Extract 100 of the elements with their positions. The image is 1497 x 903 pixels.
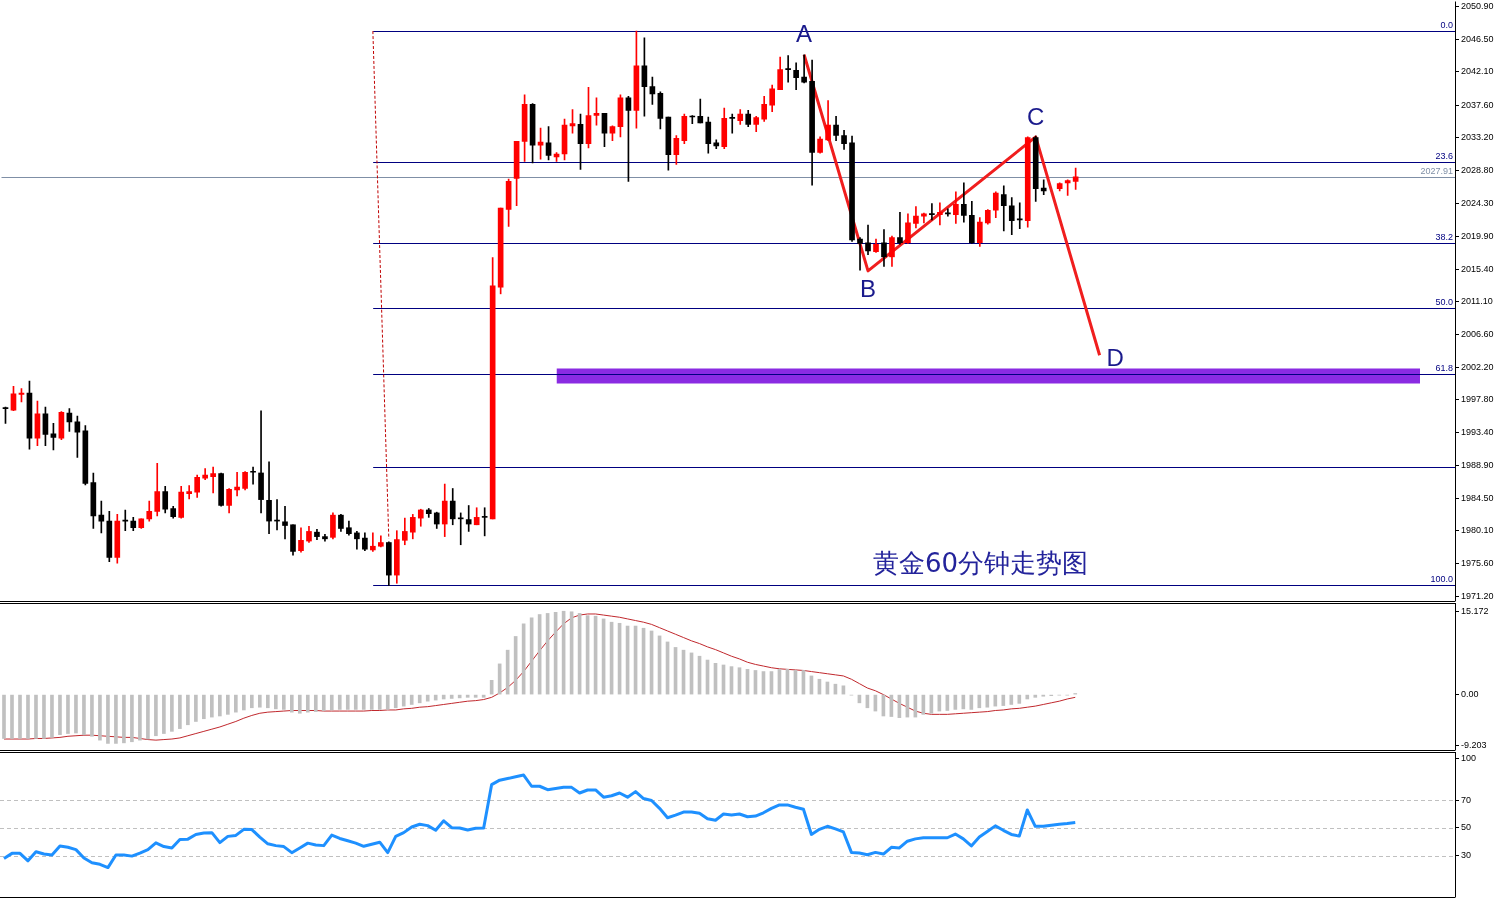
candlestick <box>857 237 863 271</box>
bar <box>329 694 334 711</box>
annotation: 100.0 <box>1430 574 1453 585</box>
bar <box>242 694 246 711</box>
bar <box>457 694 462 699</box>
candlestick <box>210 466 216 494</box>
annotation: 0.0 <box>1440 20 1453 31</box>
bar <box>194 694 198 722</box>
bar <box>353 694 358 710</box>
data-label: C <box>1027 102 1045 130</box>
bar <box>146 694 150 740</box>
bar <box>18 694 22 739</box>
bar <box>234 694 238 713</box>
y-tick-label: 2042.10 <box>1461 66 1494 77</box>
candlestick <box>98 500 105 534</box>
bar <box>98 694 102 741</box>
bar <box>138 694 142 741</box>
bar <box>130 694 134 743</box>
bar <box>186 694 190 726</box>
y-tick-label: 1988.90 <box>1461 460 1494 471</box>
bar <box>369 694 374 710</box>
bar <box>257 694 262 708</box>
candlestick <box>465 505 472 532</box>
y-tick-label: 2006.60 <box>1461 329 1494 340</box>
candlestick <box>250 466 256 485</box>
bar <box>1017 694 1022 704</box>
bar <box>393 694 398 709</box>
y-tick-label: 50 <box>1461 822 1472 833</box>
bar <box>345 694 350 710</box>
bar <box>66 694 70 734</box>
candlestick <box>729 113 736 134</box>
data-label: D <box>1106 343 1124 371</box>
candlestick <box>801 54 807 84</box>
bar <box>42 694 46 739</box>
bar <box>377 694 382 710</box>
annotation: 23.6 <box>1435 151 1453 162</box>
y-tick-label: 2033.20 <box>1461 132 1494 143</box>
candlestick <box>186 485 193 500</box>
candlestick <box>1040 179 1047 195</box>
y-tick-label: 0.00 <box>1461 689 1479 700</box>
y-tick-label: 1971.20 <box>1461 591 1494 602</box>
bar <box>473 694 478 698</box>
y-tick-label: 1975.60 <box>1461 558 1494 569</box>
y-tick-label: 70 <box>1461 794 1472 805</box>
bar <box>202 694 206 720</box>
bar <box>210 694 214 718</box>
bar <box>409 694 414 705</box>
bar <box>985 694 990 708</box>
bar <box>313 694 318 712</box>
y-tick-label: 1993.40 <box>1461 426 1494 437</box>
bar <box>106 694 110 744</box>
bar <box>50 694 54 738</box>
bar <box>425 694 430 702</box>
bar <box>218 694 222 717</box>
bar <box>265 694 270 709</box>
bar <box>250 694 254 709</box>
bar <box>1033 694 1038 698</box>
y-tick-label: 2050.90 <box>1461 1 1494 12</box>
bar <box>385 694 390 710</box>
bar <box>1001 694 1006 706</box>
annotation: 61.8 <box>1435 363 1453 374</box>
text: 黄金60分钟走势图 <box>872 547 1088 578</box>
candlestick <box>202 468 208 480</box>
bar <box>297 694 302 714</box>
bar <box>361 694 366 710</box>
candlestick <box>282 505 288 540</box>
annotation: 50.0 <box>1435 297 1453 308</box>
bar <box>114 694 118 744</box>
bar <box>449 694 454 699</box>
ref-line-label: 2027.91 <box>1420 166 1453 177</box>
bar <box>154 694 158 737</box>
bar <box>170 694 174 732</box>
bar <box>2 694 6 739</box>
bar <box>433 694 438 701</box>
y-tick-label: 2024.30 <box>1461 198 1494 209</box>
bar <box>26 694 30 739</box>
bar <box>178 694 182 729</box>
bar <box>305 694 310 713</box>
bar <box>74 694 78 734</box>
bar <box>993 694 998 707</box>
bar <box>34 694 38 739</box>
y-tick-label: -9.203 <box>1461 739 1487 750</box>
y-tick-label: 30 <box>1461 850 1472 861</box>
candlestick <box>897 212 903 245</box>
y-tick-label: 2046.50 <box>1461 33 1494 44</box>
bar <box>273 694 278 710</box>
candlestick <box>929 203 935 221</box>
bar <box>82 694 86 735</box>
data-label: B <box>860 274 877 302</box>
y-tick-label: 15.172 <box>1461 605 1489 616</box>
y-tick-label: 2002.20 <box>1461 361 1494 372</box>
bar <box>58 694 62 735</box>
bar <box>401 694 406 707</box>
y-tick-label: 2037.60 <box>1461 99 1494 110</box>
y-tick-label: 2011.10 <box>1461 295 1493 306</box>
bar <box>321 694 326 711</box>
annotation: 38.2 <box>1435 232 1453 243</box>
bar <box>162 694 166 734</box>
bar <box>1025 694 1030 700</box>
candlestick <box>234 471 240 497</box>
